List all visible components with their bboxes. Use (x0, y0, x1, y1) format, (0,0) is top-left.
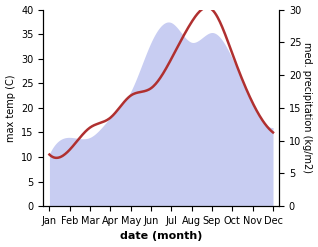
Y-axis label: med. precipitation (kg/m2): med. precipitation (kg/m2) (302, 42, 313, 173)
Y-axis label: max temp (C): max temp (C) (5, 74, 16, 142)
X-axis label: date (month): date (month) (120, 231, 203, 242)
